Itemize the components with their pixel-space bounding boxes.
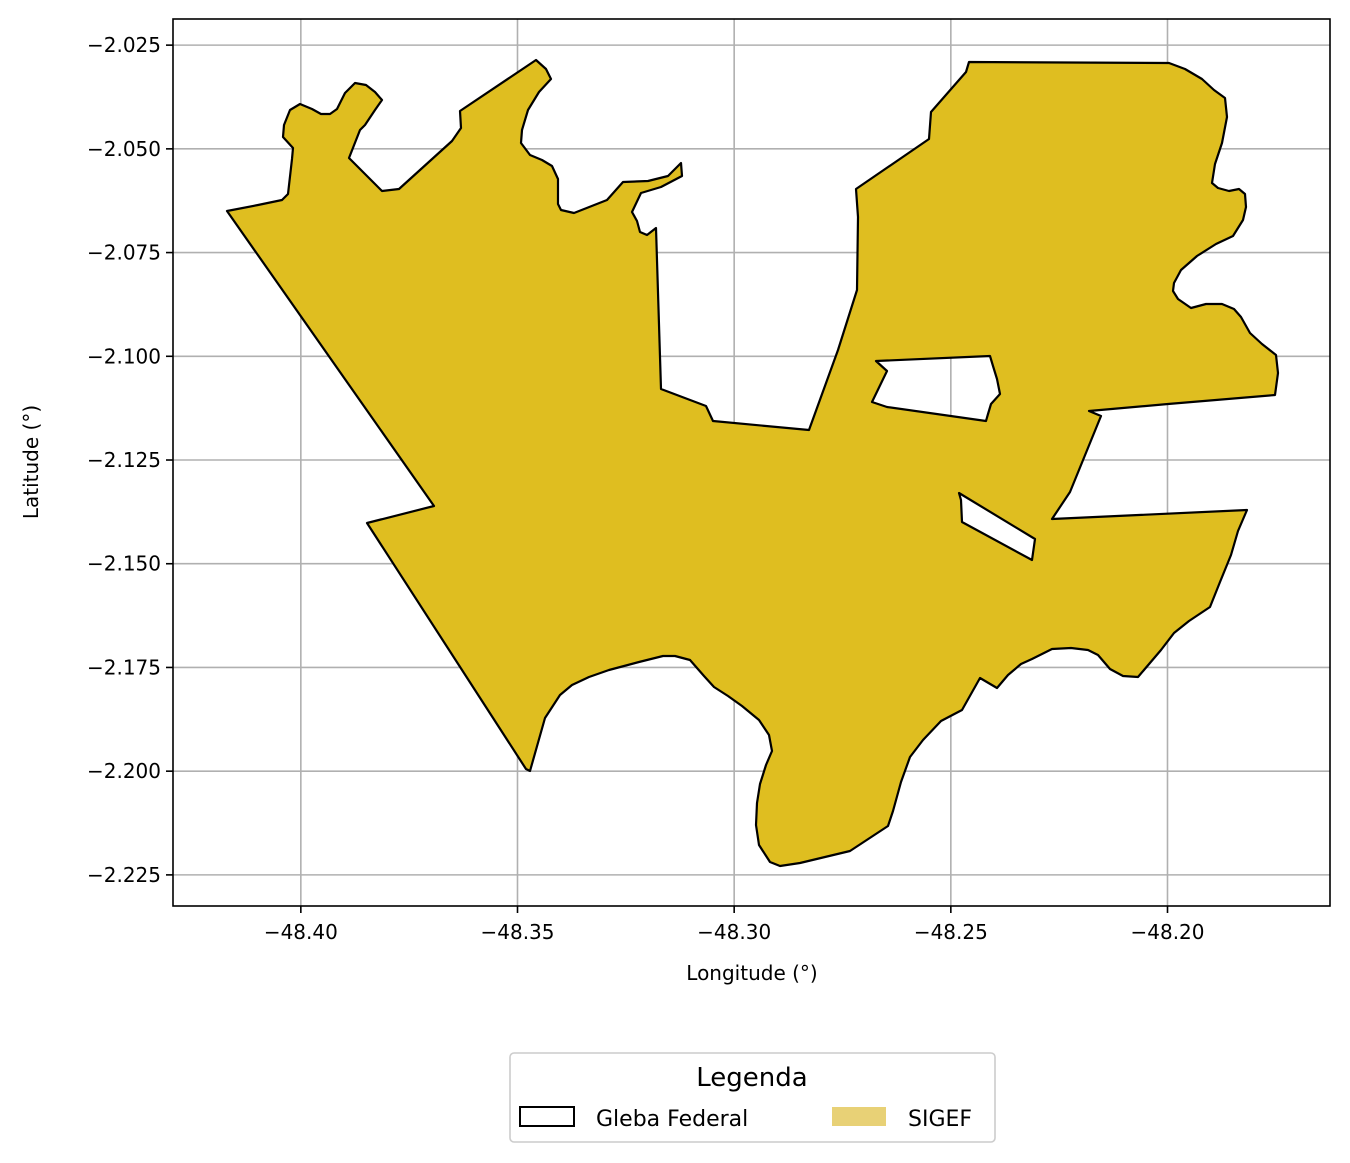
x-tick-label-2: −48.30 bbox=[697, 920, 771, 944]
legend-label-sigef: SIGEF bbox=[908, 1107, 972, 1132]
x-axis-ticks: −48.40 −48.35 −48.30 −48.25 −48.20 bbox=[264, 906, 1205, 944]
y-tick-label-6: −2.175 bbox=[87, 655, 161, 679]
y-tick-label-8: −2.225 bbox=[87, 863, 161, 887]
legend-swatch-sigef bbox=[832, 1107, 886, 1126]
legend: Legenda Gleba Federal SIGEF bbox=[509, 1052, 996, 1143]
y-tick-label-0: −2.025 bbox=[87, 33, 161, 57]
plot-frame bbox=[172, 18, 1331, 907]
polygon-layer bbox=[225, 58, 1280, 868]
legend-label-gleba-federal: Gleba Federal bbox=[596, 1107, 748, 1132]
x-axis-label: Longitude (°) bbox=[686, 961, 817, 985]
y-tick-label-2: −2.075 bbox=[87, 241, 161, 265]
x-tick-label-0: −48.40 bbox=[264, 920, 338, 944]
y-axis-label: Latitude (°) bbox=[19, 405, 43, 519]
x-tick-label-4: −48.20 bbox=[1130, 920, 1204, 944]
y-tick-label-4: −2.125 bbox=[87, 448, 161, 472]
y-tick-label-1: −2.050 bbox=[87, 137, 161, 161]
legend-title: Legenda bbox=[696, 1063, 807, 1093]
sigef-polygon bbox=[225, 58, 1280, 868]
y-axis-ticks: −2.025 −2.050 −2.075 −2.100 −2.125 −2.150 −2.1… bbox=[87, 33, 173, 887]
legend-swatch-gleba-federal bbox=[519, 1106, 575, 1127]
y-tick-label-3: −2.100 bbox=[87, 344, 161, 368]
x-tick-label-3: −48.25 bbox=[914, 920, 988, 944]
y-tick-label-7: −2.200 bbox=[87, 759, 161, 783]
x-tick-label-1: −48.35 bbox=[480, 920, 554, 944]
y-tick-label-5: −2.150 bbox=[87, 552, 161, 576]
